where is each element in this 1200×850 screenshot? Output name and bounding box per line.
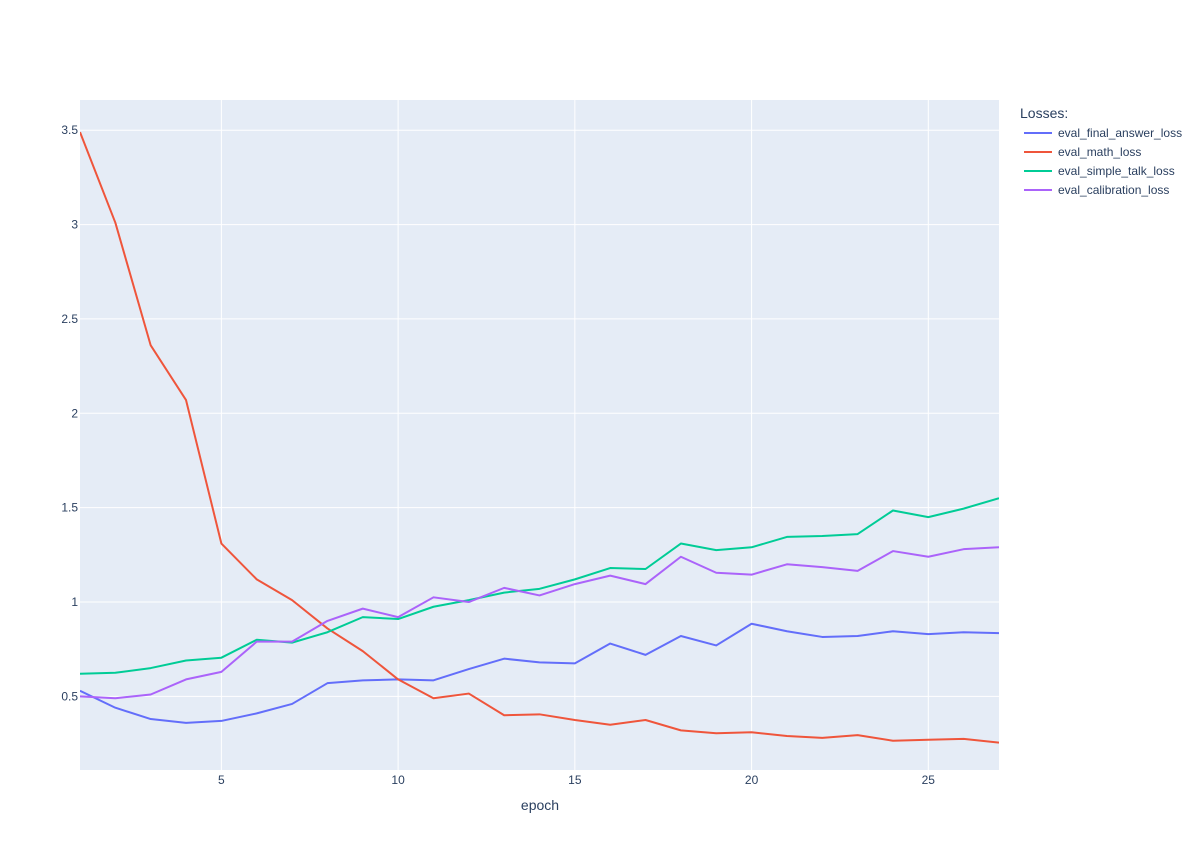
- x-tick-label: 5: [218, 773, 225, 787]
- plot-area: [80, 100, 999, 770]
- legend-label: eval_math_loss: [1058, 145, 1141, 159]
- x-tick-label: 10: [391, 773, 405, 787]
- y-tick-label: 2: [71, 406, 78, 420]
- y-tick-label: 2.5: [61, 312, 78, 326]
- x-axis-ticks: 5 10 15 20 25: [218, 773, 935, 787]
- legend-title: Losses:: [1020, 105, 1068, 121]
- legend-item-eval_final_answer_loss[interactable]: eval_final_answer_loss: [1024, 126, 1182, 140]
- legend-label: eval_calibration_loss: [1058, 183, 1169, 197]
- x-axis-title: epoch: [521, 797, 559, 813]
- legend-item-eval_simple_talk_loss[interactable]: eval_simple_talk_loss: [1024, 164, 1175, 178]
- x-tick-label: 20: [745, 773, 759, 787]
- legend-label: eval_simple_talk_loss: [1058, 164, 1175, 178]
- y-tick-label: 3.5: [61, 123, 78, 137]
- grid: [80, 100, 999, 770]
- legend[interactable]: Losses: eval_final_answer_loss eval_math_…: [1020, 105, 1182, 197]
- series-line-eval_simple_talk_loss: [80, 497, 999, 675]
- x-tick-label: 15: [568, 773, 582, 787]
- y-tick-label: 1.5: [61, 501, 78, 515]
- y-tick-label: 0.5: [61, 689, 78, 703]
- y-tick-label: 1: [71, 595, 78, 609]
- legend-item-eval_calibration_loss[interactable]: eval_calibration_loss: [1024, 183, 1169, 197]
- series-line-eval_final_answer_loss: [80, 622, 999, 724]
- legend-item-eval_math_loss[interactable]: eval_math_loss: [1024, 145, 1141, 159]
- y-axis-ticks: 0.5 1 1.5 2 2.5 3 3.5: [61, 123, 78, 703]
- x-tick-label: 25: [922, 773, 936, 787]
- series-line-eval_calibration_loss: [80, 546, 999, 700]
- series-line-eval_math_loss: [80, 131, 999, 744]
- legend-label: eval_final_answer_loss: [1058, 126, 1182, 140]
- y-tick-label: 3: [71, 218, 78, 232]
- series-lines: [80, 131, 999, 744]
